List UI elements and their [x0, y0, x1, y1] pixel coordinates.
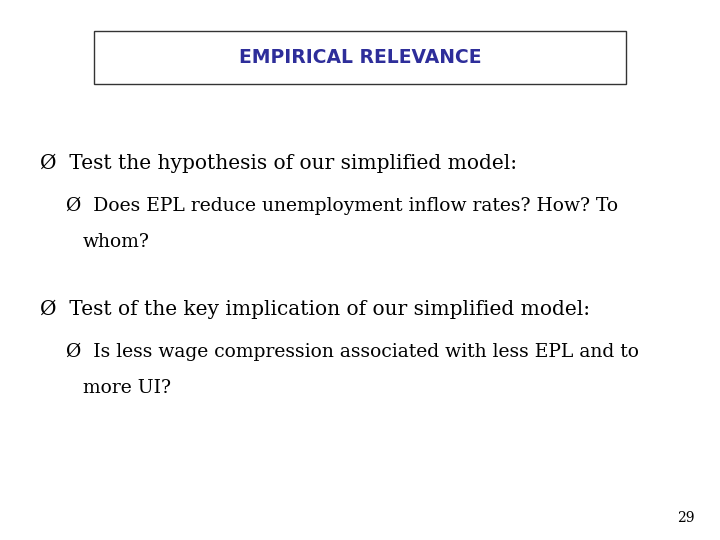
Text: Ø  Is less wage compression associated with less EPL and to: Ø Is less wage compression associated wi… — [54, 343, 639, 361]
Text: Ø  Test the hypothesis of our simplified model:: Ø Test the hypothesis of our simplified … — [40, 154, 517, 173]
Text: Ø  Test of the key implication of our simplified model:: Ø Test of the key implication of our sim… — [40, 300, 590, 319]
FancyBboxPatch shape — [94, 31, 626, 84]
Text: Ø  Does EPL reduce unemployment inflow rates? How? To: Ø Does EPL reduce unemployment inflow ra… — [54, 197, 618, 215]
Text: 29: 29 — [678, 511, 695, 525]
Text: more UI?: more UI? — [83, 379, 171, 397]
Text: EMPIRICAL RELEVANCE: EMPIRICAL RELEVANCE — [239, 48, 481, 67]
Text: whom?: whom? — [83, 233, 150, 251]
